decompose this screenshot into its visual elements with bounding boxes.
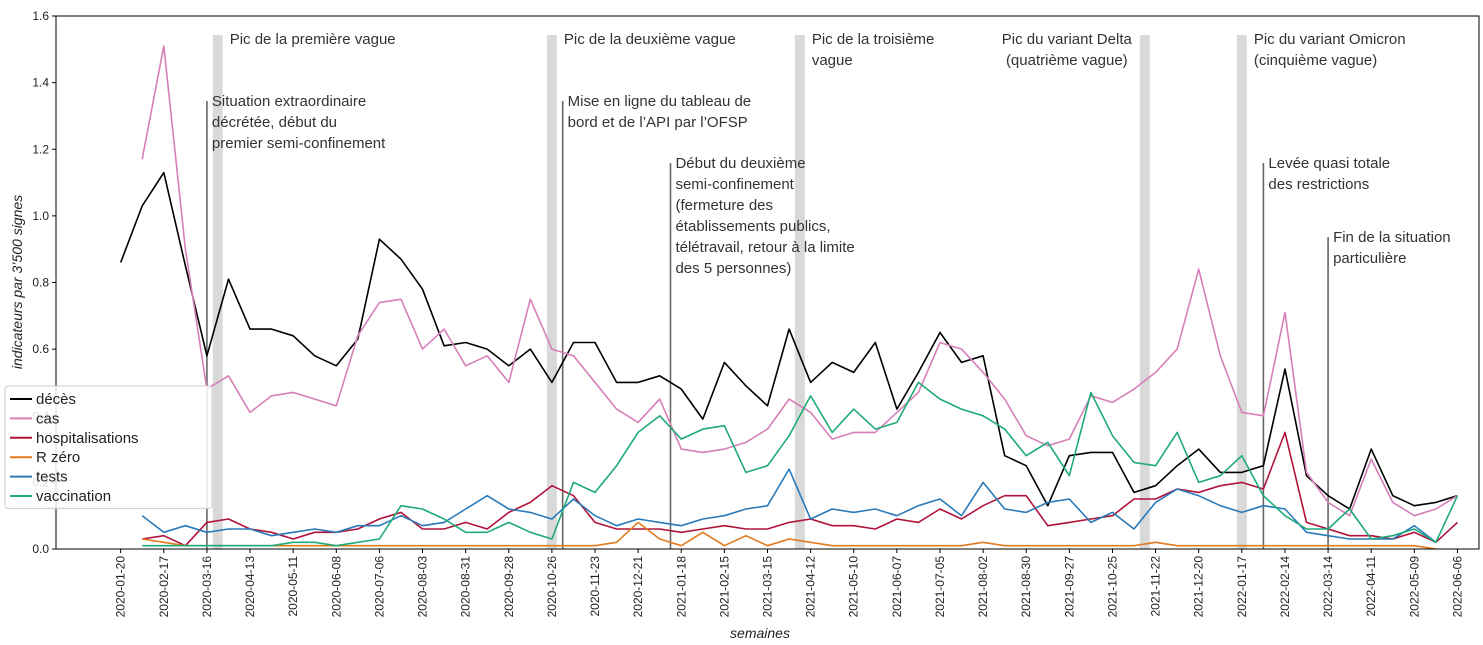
legend-label: R zéro: [36, 449, 80, 466]
x-tick-label: 2022-01-17: [1235, 556, 1249, 618]
x-tick-label: 2021-08-02: [976, 556, 990, 618]
event-label: particulière: [1333, 250, 1406, 267]
lines: [119, 45, 1459, 550]
x-tick-label: 2021-09-27: [1062, 556, 1076, 618]
x-tick-label: 2020-08-03: [416, 556, 430, 618]
x-tick-label: 2022-05-09: [1407, 556, 1421, 618]
peak-label: Pic du variant Delta: [1002, 31, 1133, 48]
peak-band: [212, 35, 223, 549]
peak-band: [1139, 35, 1150, 549]
event-label: Fin de la situation: [1333, 229, 1451, 246]
legend-box: [4, 385, 213, 509]
x-tick-label: 2021-01-18: [674, 556, 688, 618]
x-tick-label: 2021-04-12: [804, 556, 818, 618]
axes: 0.00.20.40.60.81.01.21.41.62020-01-20202…: [32, 9, 1480, 618]
peak-label: Pic de la deuxième vague: [564, 31, 736, 48]
event-label: décrétée, début du: [212, 114, 337, 131]
peak-label: vague: [812, 52, 853, 69]
event-label: Levée quasi totale: [1268, 155, 1390, 172]
x-tick-label: 2020-11-23: [588, 556, 602, 617]
x-tick-label: 2020-10-26: [545, 556, 559, 618]
x-tick-label: 2020-08-31: [459, 556, 473, 618]
series-line: [141, 45, 1458, 517]
x-tick-label: 2020-07-06: [372, 556, 386, 618]
legend-label: décès: [36, 391, 76, 408]
peak-label: (cinquième vague): [1254, 52, 1377, 69]
event-label: télétravail, retour à la limite: [675, 239, 854, 256]
series-line: [141, 468, 1437, 543]
event-label: Début du deuxième: [675, 155, 805, 172]
legend-label: vaccination: [36, 488, 111, 505]
x-tick-label: 2021-05-10: [847, 556, 861, 618]
event-label: Situation extraordinaire: [212, 93, 366, 110]
peak-label: (quatrième vague): [1006, 52, 1128, 69]
y-tick-label: 0.6: [32, 342, 49, 356]
y-tick-label: 1.6: [32, 9, 49, 23]
y-tick-label: 0.0: [32, 542, 49, 556]
legend: décès cas hospitalisations R zéro tests vacci…: [4, 385, 213, 509]
y-tick-label: 0.8: [32, 276, 49, 290]
event-label: premier semi-confinement: [212, 135, 386, 152]
annotations: Pic de la première vague Pic de la deuxiè…: [206, 31, 1451, 549]
peak-label: Pic de la première vague: [230, 31, 396, 48]
x-tick-label: 2021-12-20: [1192, 556, 1206, 618]
x-tick-label: 2020-05-11: [286, 556, 300, 617]
y-axis-label: indicateurs par 3’500 signes: [9, 195, 25, 369]
legend-label: hospitalisations: [36, 430, 139, 447]
x-tick-label: 2022-03-14: [1321, 556, 1335, 618]
x-tick-label: 2021-07-05: [933, 556, 947, 618]
series-line: [119, 171, 1458, 510]
x-tick-label: 2020-04-13: [243, 556, 257, 618]
peak-label: Pic du variant Omicron: [1254, 31, 1406, 48]
x-tick-label: 2021-06-07: [890, 556, 904, 618]
x-tick-label: 2020-12-21: [631, 556, 645, 618]
x-tick-label: 2021-11-22: [1149, 556, 1163, 617]
x-tick-label: 2020-03-16: [200, 556, 214, 618]
peak-band: [794, 35, 805, 549]
x-tick-label: 2020-02-17: [157, 556, 171, 618]
series-line: [142, 521, 1437, 550]
legend-label: cas: [36, 410, 59, 427]
event-label: bord et de l’API par l’OFSP: [568, 114, 748, 131]
event-label: semi-confinement: [675, 176, 794, 193]
series-line: [142, 381, 1459, 547]
x-tick-label: 2020-06-08: [329, 556, 343, 618]
x-tick-label: 2022-06-06: [1450, 556, 1464, 618]
x-tick-label: 2022-04-11: [1364, 556, 1378, 617]
series-line: [142, 431, 1458, 547]
event-label: Mise en ligne du tableau de: [568, 93, 751, 110]
x-tick-label: 2021-10-25: [1105, 556, 1119, 618]
legend-label: tests: [36, 469, 68, 486]
event-label: des restrictions: [1268, 176, 1369, 193]
event-label: établissements publics,: [675, 218, 830, 235]
x-axis-label: semaines: [730, 625, 790, 641]
x-tick-label: 2021-08-30: [1019, 556, 1033, 618]
peak-label: Pic de la troisième: [812, 31, 935, 48]
y-tick-label: 1.0: [32, 209, 49, 223]
x-tick-label: 2020-01-20: [114, 556, 128, 618]
peak-band: [546, 35, 557, 549]
event-label: des 5 personnes): [675, 260, 791, 277]
y-tick-label: 1.4: [32, 76, 49, 90]
x-tick-label: 2020-09-28: [502, 556, 516, 618]
x-tick-label: 2021-02-15: [717, 556, 731, 618]
peak-band: [1236, 35, 1247, 549]
x-tick-label: 2022-02-14: [1278, 556, 1292, 618]
event-label: (fermeture des: [675, 197, 773, 214]
x-tick-label: 2021-03-15: [761, 556, 775, 618]
y-tick-label: 1.2: [32, 142, 49, 156]
